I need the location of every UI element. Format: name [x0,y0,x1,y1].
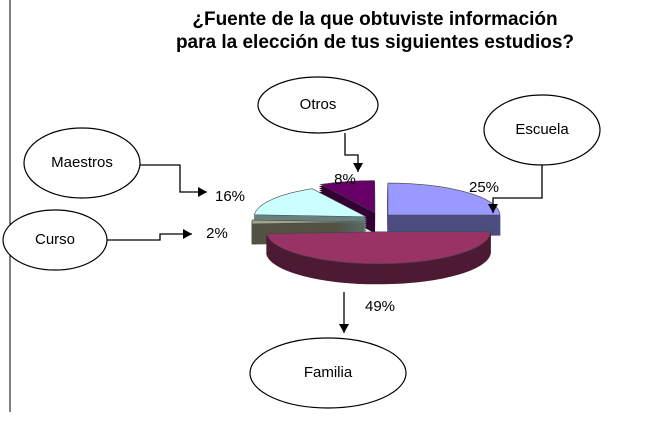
category-label: Familia [304,364,353,381]
value-label: 8% [334,171,356,188]
callout-arrow [107,233,192,241]
category-label: Escuela [515,121,569,138]
value-label: 2% [206,225,228,242]
callout-arrow [492,165,543,213]
category-label: Otros [300,96,337,113]
callout-ellipse [257,76,379,134]
value-label: 49% [365,298,395,315]
category-label: Curso [35,231,75,248]
callout-ellipse [23,127,141,199]
slice [319,180,375,214]
arrow-head [339,324,349,333]
chart-title-line-2: para la elección de tus siguientes estud… [176,32,574,53]
arrow-head [198,187,207,197]
slice [251,219,365,225]
callout-ellipse [249,337,407,409]
slice [266,231,491,265]
category-label: Maestros [51,154,113,171]
arrow-head [183,229,192,239]
value-label: 16% [215,188,245,205]
slice [254,188,367,218]
slice [387,182,501,216]
chart-title-line-1: ¿Fuente de la que obtuviste información [192,9,557,30]
arrow-head [353,163,363,172]
arrow-head [488,204,498,213]
value-label: 25% [469,179,499,196]
callout-arrow [140,164,207,193]
